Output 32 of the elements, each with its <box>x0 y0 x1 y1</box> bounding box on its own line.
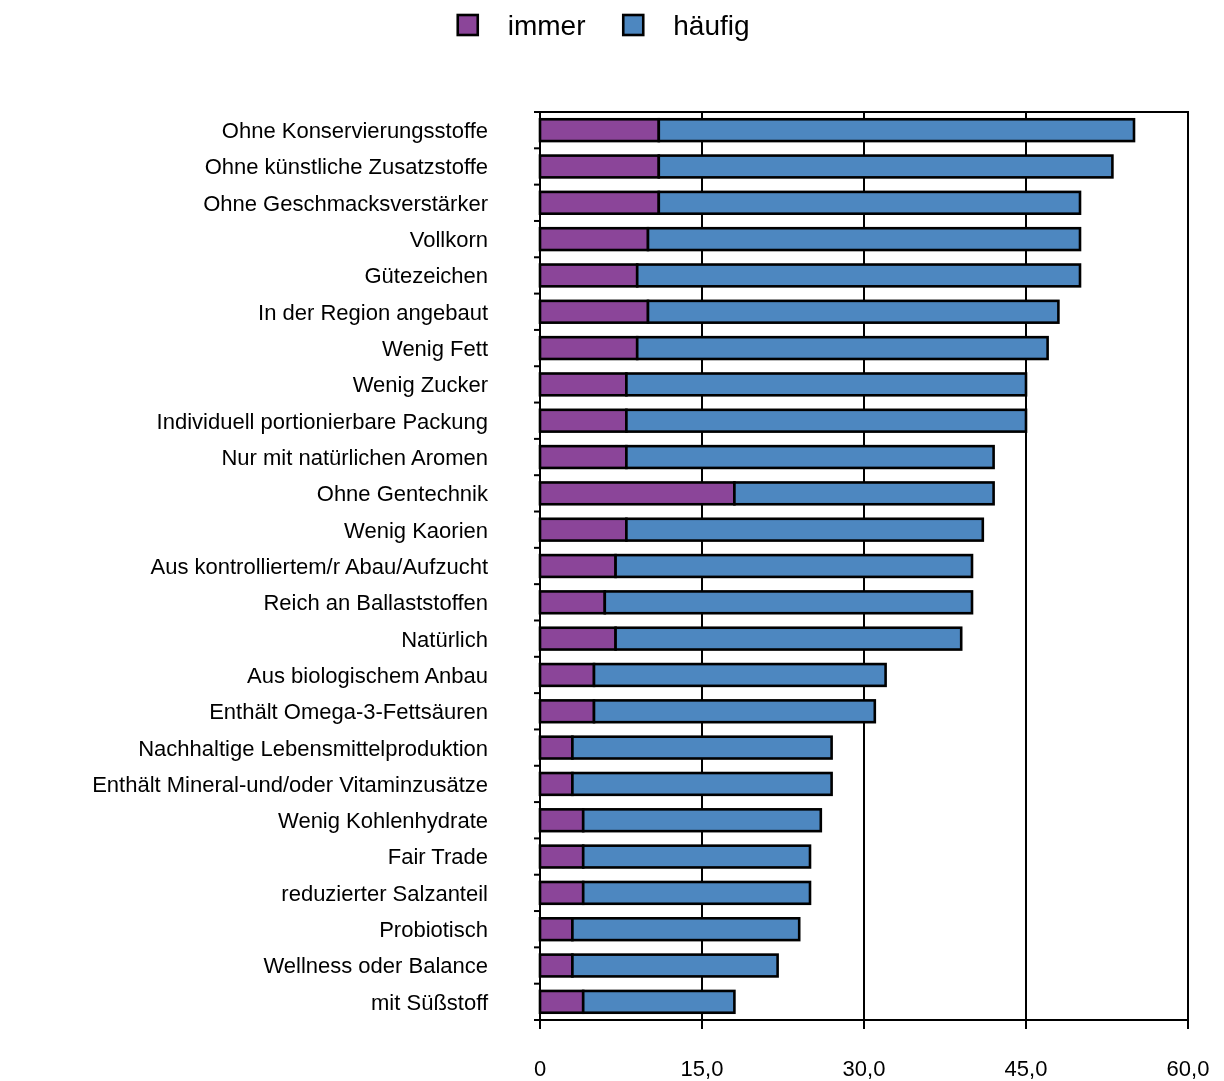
x-tick-label: 30,0 <box>842 1056 886 1081</box>
y-tick-label: mit Süßstoff <box>371 989 489 1015</box>
y-tick-label: Individuell portionierbare Packung <box>156 408 488 434</box>
y-tick-label: Ohne Gentechnik <box>316 481 489 507</box>
y-tick-label: In der Region angebaut <box>258 299 488 325</box>
legend-label: häufig <box>673 10 750 42</box>
y-tick-label: Ohne künstliche Zusatzstoffe <box>204 154 488 180</box>
x-tick-label: 45,0 <box>1004 1056 1048 1081</box>
x-tick-label: 60,0 <box>1166 1056 1210 1081</box>
y-tick-label: Vollkorn <box>409 227 488 253</box>
y-tick-label: Enthält Omega-3-Fettsäuren <box>209 699 488 725</box>
y-tick-label: Ohne Konservierungsstoffe <box>221 118 488 144</box>
y-tick-label: Aus biologischem Anbau <box>247 662 488 688</box>
y-tick-label: Ohne Geschmacksverstärker <box>203 190 488 216</box>
x-tick-label: 15,0 <box>680 1056 724 1081</box>
legend-label: immer <box>507 10 586 42</box>
y-tick-label: reduzierter Salzanteil <box>281 880 488 906</box>
y-tick-label: Wellness oder Balance <box>263 953 488 979</box>
y-tick-label: Nur mit natürlichen Aromen <box>221 444 488 470</box>
y-tick-label: Probiotisch <box>379 917 488 943</box>
y-tick-label: Gütezeichen <box>364 263 488 289</box>
y-tick-label: Wenig Kohlenhydrate <box>278 808 488 834</box>
y-tick-label: Natürlich <box>401 626 488 652</box>
y-tick-label: Aus kontrolliertem/r Abau/Aufzucht <box>150 553 488 579</box>
y-tick-label: Enthält Mineral-und/oder Vitaminzusätze <box>92 771 488 797</box>
y-tick-label: Reich an Ballaststoffen <box>263 590 488 616</box>
x-tick-label: 0 <box>533 1056 547 1081</box>
y-tick-label: Nachhaltige Lebensmittelproduktion <box>138 735 488 761</box>
y-tick-label: Wenig Fett <box>382 336 488 361</box>
y-tick-label: Wenig Zucker <box>352 372 488 398</box>
y-tick-label: Wenig Kaorien <box>344 517 488 543</box>
y-tick-label: Fair Trade <box>387 844 488 870</box>
